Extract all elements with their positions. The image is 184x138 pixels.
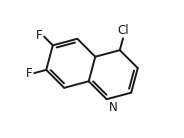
Text: N: N [109,101,117,114]
Text: Cl: Cl [118,24,129,37]
Text: F: F [26,67,33,80]
Text: F: F [36,29,43,42]
